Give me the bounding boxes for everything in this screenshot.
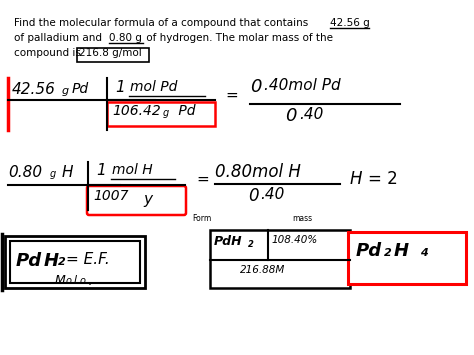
Text: 4: 4 — [420, 248, 428, 258]
FancyBboxPatch shape — [87, 186, 186, 215]
Text: 0: 0 — [250, 78, 262, 96]
Text: H: H — [350, 170, 363, 188]
Text: .40: .40 — [299, 107, 323, 122]
Text: g: g — [62, 86, 69, 96]
Bar — [5, 236, 145, 288]
Text: Pd: Pd — [174, 104, 195, 118]
Text: o: o — [80, 276, 86, 286]
Text: H: H — [62, 165, 73, 180]
Text: = E.F.: = E.F. — [66, 252, 110, 267]
Text: 0.80mol H: 0.80mol H — [215, 163, 301, 181]
Text: of palladium and: of palladium and — [14, 33, 105, 43]
Text: Find the molecular formula of a compound that contains: Find the molecular formula of a compound… — [14, 18, 311, 28]
Text: 0.80: 0.80 — [8, 165, 42, 180]
Text: Pd: Pd — [356, 242, 382, 260]
Text: mol H: mol H — [112, 163, 153, 177]
Text: g: g — [50, 169, 56, 179]
Text: 1: 1 — [115, 80, 125, 95]
Text: 2: 2 — [58, 257, 66, 267]
Text: H: H — [394, 242, 409, 260]
Bar — [210, 230, 350, 288]
Text: .: . — [88, 275, 92, 288]
Text: PdH: PdH — [214, 235, 243, 248]
Text: 42.56: 42.56 — [12, 82, 56, 97]
Text: 0: 0 — [285, 107, 297, 125]
Text: mol Pd: mol Pd — [130, 80, 177, 94]
Text: 108.40%: 108.40% — [272, 235, 318, 245]
Text: Form: Form — [192, 214, 211, 223]
Bar — [348, 232, 466, 284]
Text: mass: mass — [292, 214, 312, 223]
Text: M: M — [55, 274, 66, 287]
Bar — [10, 241, 140, 283]
Text: 0.80 g: 0.80 g — [109, 33, 142, 43]
Text: 1007: 1007 — [93, 189, 128, 203]
Text: 216.8 g/mol: 216.8 g/mol — [79, 48, 142, 58]
Text: l: l — [74, 275, 77, 285]
Text: of hydrogen. The molar mass of the: of hydrogen. The molar mass of the — [143, 33, 333, 43]
Text: y: y — [143, 192, 152, 207]
Bar — [77, 48, 149, 62]
Text: = 2: = 2 — [368, 170, 398, 188]
Text: g: g — [163, 108, 169, 118]
Text: 2: 2 — [248, 240, 254, 249]
Text: .40: .40 — [260, 187, 284, 202]
Text: =: = — [196, 172, 209, 187]
Text: 2: 2 — [384, 248, 392, 258]
Text: o: o — [66, 276, 72, 286]
Text: 42.56 g: 42.56 g — [330, 18, 370, 28]
Text: Pd: Pd — [16, 252, 42, 270]
Text: 106.42: 106.42 — [112, 104, 161, 118]
Text: =: = — [225, 88, 238, 103]
FancyBboxPatch shape — [107, 102, 215, 126]
Text: .40mol Pd: .40mol Pd — [264, 78, 341, 93]
Text: compound is: compound is — [14, 48, 84, 58]
Text: Pd: Pd — [72, 82, 89, 96]
Text: 1: 1 — [96, 163, 106, 178]
Text: 0: 0 — [248, 187, 259, 205]
Text: 216.88M: 216.88M — [240, 265, 285, 275]
Text: H: H — [44, 252, 59, 270]
